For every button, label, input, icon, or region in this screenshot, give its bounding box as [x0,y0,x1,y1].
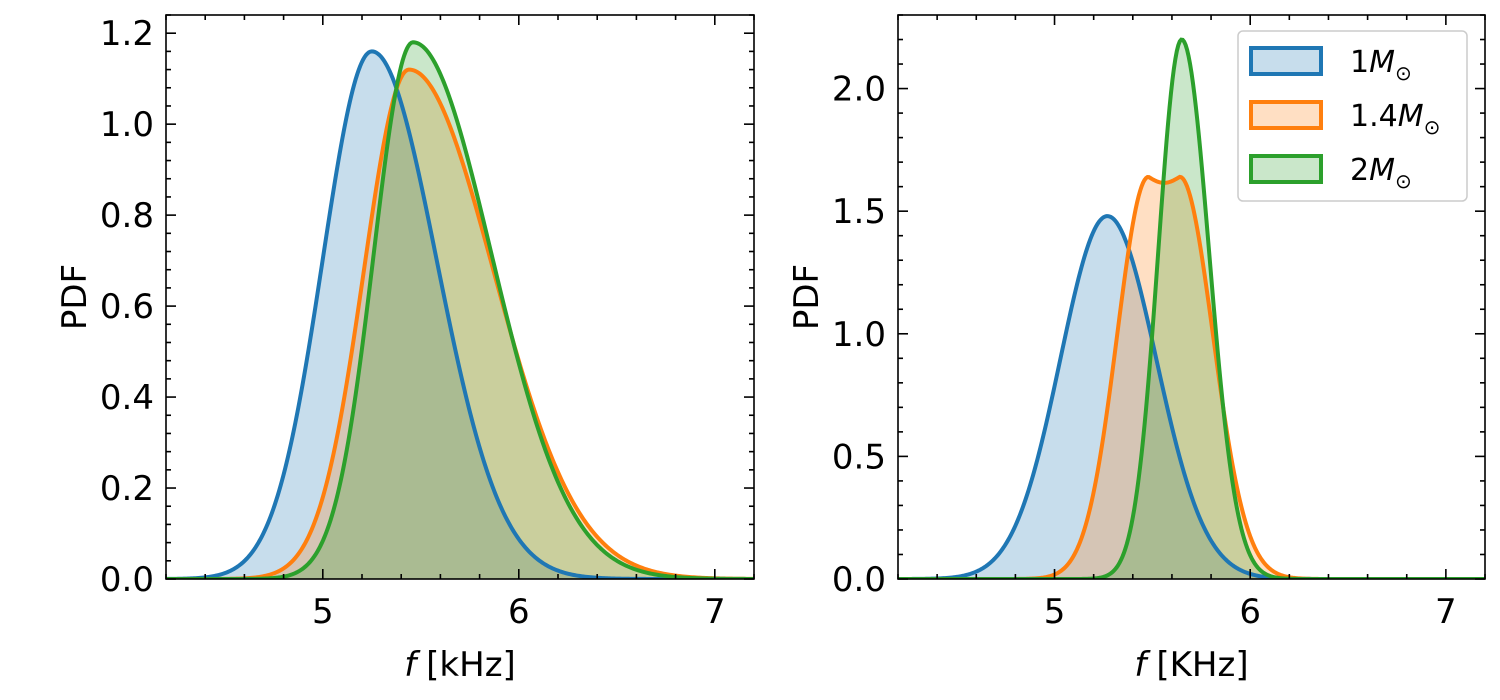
left-series-fill-1-4m-sun [166,69,754,579]
right-panel: 5 6 70.00.51.01.52.0 f [KHz] PDF 1M⊙1.4M⊙2M… [787,14,1486,685]
right-y-tick-label: 0.0 [832,560,886,600]
left-y-tick-label: 0.8 [100,196,154,236]
left-x-axis-var: f [404,645,421,685]
right-y-tick-label: 0.5 [832,437,886,477]
left-series-fill-2m-sun [166,42,754,579]
right-series-fill-1m-sun [898,216,1485,579]
right-y-tick-label: 1.5 [832,192,886,232]
right-x-axis-unit: [KHz] [1156,645,1248,685]
left-y-axis-label: PDF [55,264,95,330]
left-y-tick-label: 0.2 [100,469,154,509]
left-y-tick-label: 0.0 [100,560,154,600]
left-y-tick-label: 0.6 [100,287,154,327]
legend-swatch [1249,154,1323,184]
left-y-tick-label: 1.0 [100,105,154,145]
left-x-tick-label: 5 [312,592,334,632]
right-y-axis-label: PDF [787,264,827,330]
legend-mass-symbol: M [1369,45,1395,80]
left-plot-frame [165,14,755,580]
right-series-line-1m-sun [898,214,1485,579]
left-x-axis-label: f [kHz] [404,645,516,685]
right-series-line-2m-sun [898,37,1485,579]
right-x-axis-var: f [1134,645,1151,685]
left-series-fill-1m-sun [166,51,754,579]
legend-swatch [1249,46,1323,76]
legend-mass-symbol: M [1398,99,1424,134]
legend-number: 2 [1350,153,1369,188]
legend-sun-subscript: ⊙ [1424,115,1441,139]
legend-mass-symbol: M [1369,153,1395,188]
right-x-tick-label: 7 [1435,592,1457,632]
legend-label: 1M⊙ [1350,45,1412,85]
right-x-tick-label: 6 [1239,592,1261,632]
legend-number: 1 [1350,45,1369,80]
legend-swatch [1249,100,1323,130]
right-y-tick-label: 2.0 [832,70,886,110]
right-series-line-1-4m-sun [898,174,1485,579]
right-x-tick-label: 5 [1044,592,1066,632]
right-lines [898,37,1485,579]
left-y-tick-label: 0.4 [100,378,154,418]
legend-sun-subscript: ⊙ [1395,61,1412,85]
right-series-fill-2m-sun [898,39,1485,579]
left-x-tick-label: 7 [704,592,726,632]
legend-sun-subscript: ⊙ [1395,169,1412,193]
left-panel: 5 6 7 0.0 0.2 0.4 0.6 0.8 1.0 1.2 f [kHz] PDF [55,14,755,685]
right-tick-labels: 5 6 7 0.0 0.5 1.0 1.5 2.0 [832,70,1457,632]
left-fills [166,42,754,579]
left-y-tick-label: 1.2 [100,14,154,54]
legend-label: 2M⊙ [1350,153,1412,193]
right-y-tick-label: 1.0 [832,315,886,355]
legend-label: 1.4M⊙ [1350,99,1440,139]
right-series-fill-1-4m-sun [898,176,1485,579]
left-series-line-1-4m-sun [166,67,754,579]
right-plot-frame [897,14,1486,580]
left-x-axis-unit: [kHz] [426,645,516,685]
right-x-axis-label: f [KHz] [1134,645,1248,685]
left-x-tick-label: 6 [508,592,530,632]
legend-number: 1.4 [1350,99,1398,134]
right-fills [898,39,1485,579]
left-tick-labels: 5 6 7 0.0 0.2 0.4 0.6 0.8 1.0 1.2 [100,14,726,632]
legend: 1M⊙1.4M⊙2M⊙ [1237,30,1468,202]
